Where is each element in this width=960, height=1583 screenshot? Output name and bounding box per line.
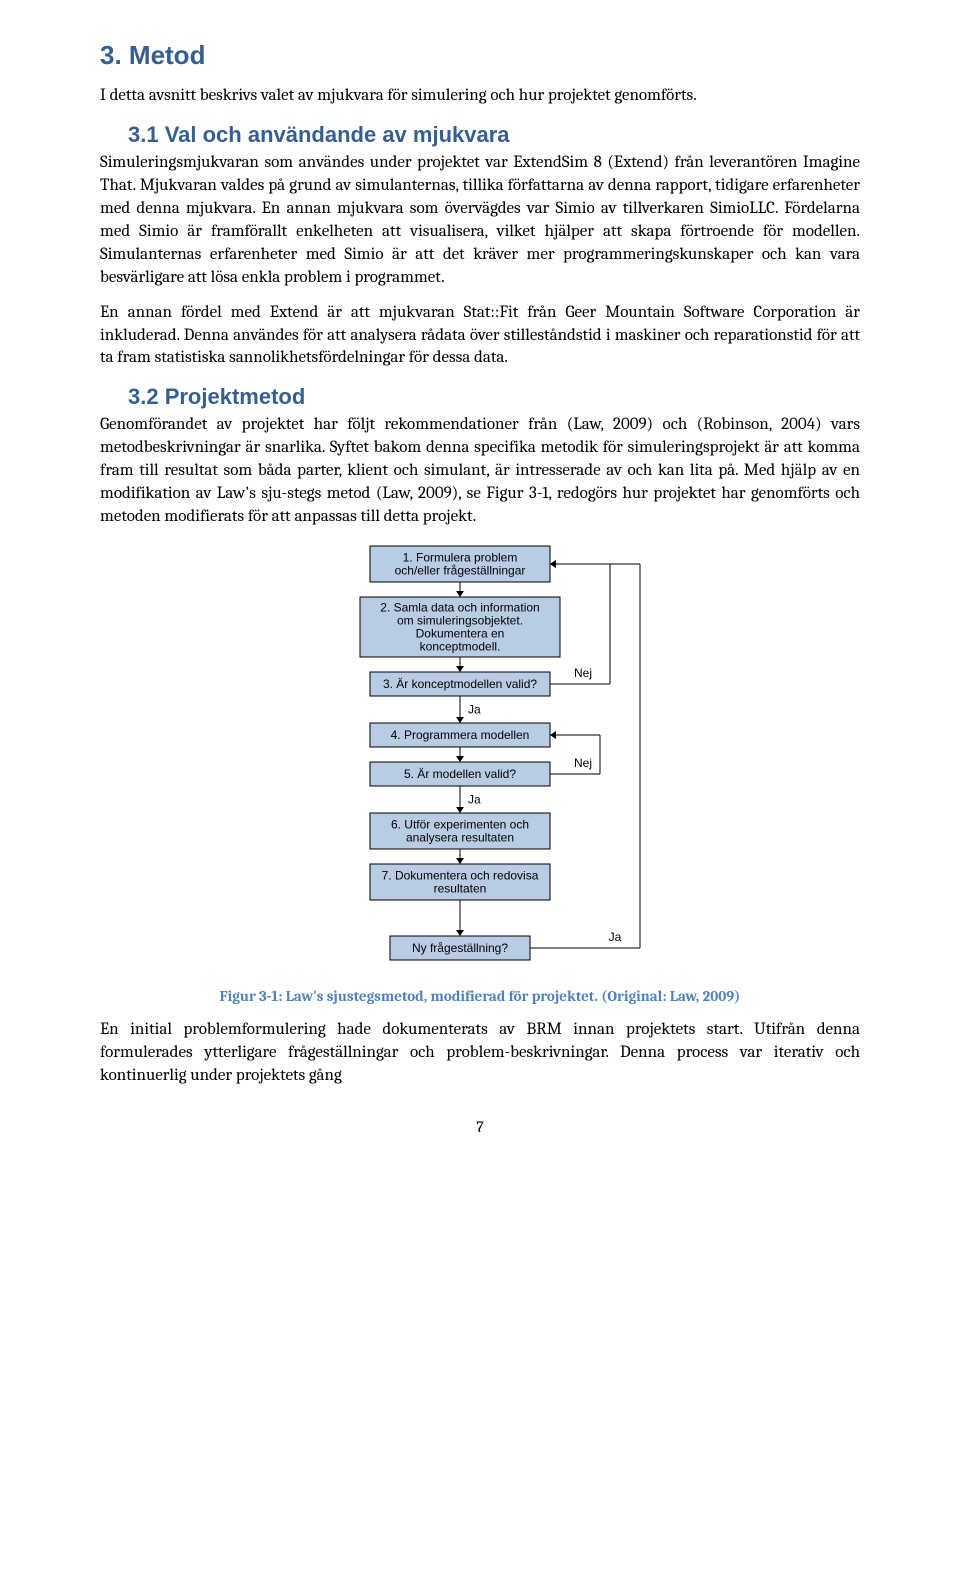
- paragraph-3-2a: Genomförandet av projektet har följt rek…: [100, 414, 860, 529]
- svg-text:och/eller frågeställningar: och/eller frågeställningar: [395, 564, 526, 578]
- svg-text:om simuleringsobjektet.: om simuleringsobjektet.: [397, 614, 523, 628]
- svg-text:Ny frågeställning?: Ny frågeställning?: [412, 941, 508, 955]
- figure-caption: Figur 3-1: Law's sjustegsmetod, modifier…: [100, 987, 860, 1005]
- svg-text:2. Samla data och information: 2. Samla data och information: [380, 601, 539, 615]
- svg-text:5. Är modellen valid?: 5. Är modellen valid?: [404, 767, 516, 781]
- svg-text:Ja: Ja: [609, 930, 622, 944]
- page-content: 3. Metod I detta avsnitt beskrivs valet …: [0, 0, 960, 1176]
- heading-3-1: 3.1 Val och användande av mjukvara: [128, 122, 860, 148]
- svg-text:Nej: Nej: [574, 756, 592, 770]
- svg-text:resultaten: resultaten: [434, 882, 487, 896]
- svg-text:Ja: Ja: [468, 793, 481, 807]
- svg-text:3. Är konceptmodellen valid?: 3. Är konceptmodellen valid?: [383, 677, 537, 691]
- svg-text:analysera resultaten: analysera resultaten: [406, 831, 514, 845]
- svg-text:konceptmodell.: konceptmodell.: [420, 640, 501, 654]
- figure-flowchart: 1. Formulera problemoch/eller frågeställ…: [100, 541, 860, 981]
- svg-text:Dokumentera en: Dokumentera en: [416, 627, 505, 641]
- svg-text:Ja: Ja: [468, 703, 481, 717]
- flowchart-svg: 1. Formulera problemoch/eller frågeställ…: [280, 541, 680, 981]
- heading-main: 3. Metod: [100, 40, 860, 71]
- svg-text:Nej: Nej: [574, 666, 592, 680]
- page-number: 7: [100, 1118, 860, 1136]
- heading-3-2: 3.2 Projektmetod: [128, 384, 860, 410]
- intro-paragraph: I detta avsnitt beskrivs valet av mjukva…: [100, 85, 860, 108]
- svg-text:4. Programmera modellen: 4. Programmera modellen: [391, 728, 530, 742]
- paragraph-3-1a: Simuleringsmjukvaran som användes under …: [100, 152, 860, 290]
- paragraph-3-1b: En annan fördel med Extend är att mjukva…: [100, 302, 860, 371]
- svg-text:1. Formulera problem: 1. Formulera problem: [403, 551, 518, 565]
- svg-text:7. Dokumentera och redovisa: 7. Dokumentera och redovisa: [382, 869, 539, 883]
- svg-text:6. Utför experimenten och: 6. Utför experimenten och: [391, 818, 529, 832]
- paragraph-3-2b: En initial problemformulering hade dokum…: [100, 1019, 860, 1088]
